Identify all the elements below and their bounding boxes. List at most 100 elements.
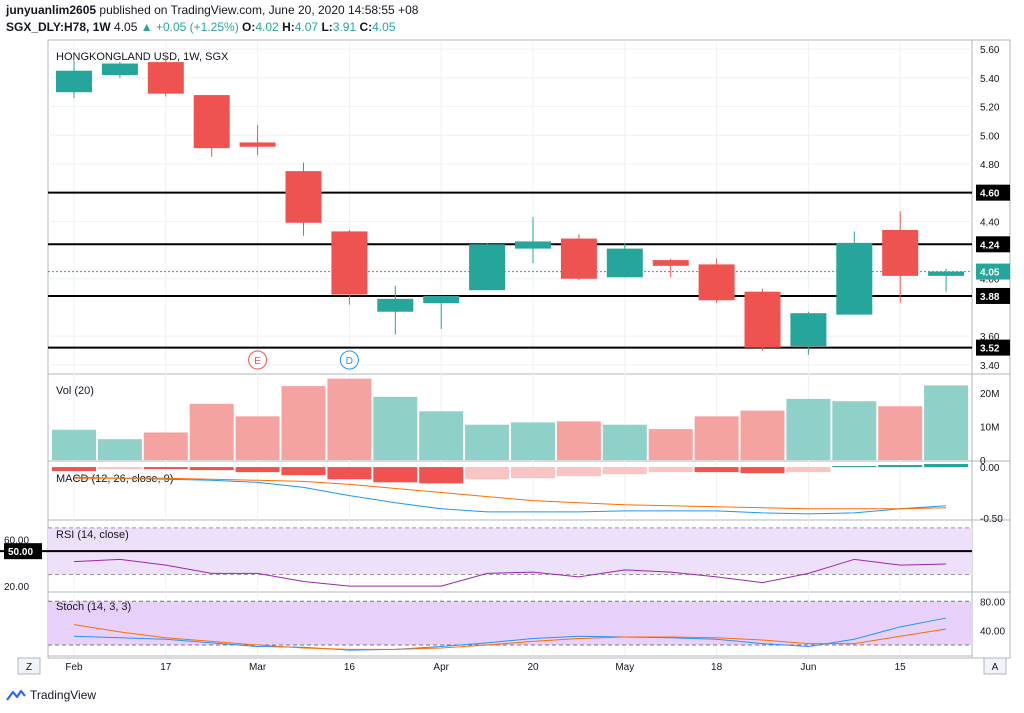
- macd-histogram-bar: [465, 467, 510, 480]
- candle[interactable]: [285, 171, 322, 223]
- macd-histogram-bar: [143, 467, 188, 470]
- stoch-d-line: [73, 624, 947, 650]
- candle[interactable]: [469, 244, 506, 291]
- time-tick-label: 15: [895, 662, 907, 673]
- candle[interactable]: [560, 238, 597, 279]
- candle[interactable]: [744, 291, 781, 348]
- volume-bar: [694, 416, 739, 460]
- level-label-box: [976, 287, 1010, 304]
- level-label-box: [976, 236, 1010, 253]
- rsi-marker-box: [4, 543, 42, 560]
- candle[interactable]: [331, 231, 368, 295]
- level-label-box: [976, 339, 1010, 356]
- volume-bar: [740, 410, 785, 460]
- candle[interactable]: [698, 264, 735, 301]
- event-marker[interactable]: [248, 350, 268, 370]
- macd-line: [73, 476, 947, 515]
- rsi-marker-label: 50.00: [8, 547, 33, 558]
- price-tick-label: 5.00: [980, 131, 1000, 142]
- author-name[interactable]: junyuanlim2605: [6, 3, 97, 17]
- rsi-line: [73, 558, 947, 587]
- open-value: 4.02: [255, 20, 279, 34]
- volume-bar: [235, 416, 280, 460]
- candle[interactable]: [882, 229, 919, 276]
- level-label: 4.24: [980, 240, 1000, 251]
- high-value: 4.07: [294, 20, 319, 34]
- event-marker-label: E: [254, 356, 261, 367]
- rsi-tick-label: 60.00: [4, 536, 29, 547]
- time-tick-label: 18: [711, 662, 723, 673]
- auto-scale-button[interactable]: [983, 657, 1007, 675]
- macd-tick-label: 0.00: [980, 463, 1000, 474]
- macd-tick-label: -0.50: [980, 514, 1003, 525]
- tradingview-brand[interactable]: TradingView: [6, 688, 96, 702]
- candle[interactable]: [101, 63, 138, 75]
- price-change: ▲ +0.05 (+1.25%): [140, 20, 239, 34]
- volume-tick-label: 10M: [980, 422, 999, 433]
- candle[interactable]: [652, 260, 689, 266]
- tradingview-logo-icon: [6, 689, 26, 701]
- candle[interactable]: [193, 95, 230, 149]
- level-label: 4.60: [980, 189, 1000, 200]
- candle[interactable]: [56, 70, 92, 93]
- macd-label: MACD (12, 26, close, 9): [56, 473, 173, 485]
- event-marker-label: D: [346, 356, 353, 367]
- rsi-tick-label: 20.00: [4, 582, 29, 593]
- price-tick-label: 3.40: [980, 361, 1000, 372]
- macd-histogram-bar: [52, 467, 96, 472]
- stoch-label: Stoch (14, 3, 3): [56, 601, 131, 613]
- price-tick-label: 5.40: [980, 74, 1000, 85]
- candle[interactable]: [606, 248, 643, 278]
- candle[interactable]: [147, 62, 184, 94]
- candle[interactable]: [928, 271, 965, 276]
- macd-histogram-bar: [97, 467, 142, 470]
- close-value: 4.05: [372, 20, 396, 34]
- auto-scale-button-label: A: [992, 662, 999, 673]
- macd-histogram-bar: [327, 467, 372, 480]
- volume-bar: [878, 406, 923, 460]
- price-tick-label: 4.00: [980, 275, 1000, 286]
- time-tick-label: Jun: [800, 662, 816, 673]
- level-label-box: [976, 184, 1010, 201]
- macd-histogram-bar: [694, 467, 739, 473]
- macd-histogram-bar: [786, 467, 831, 473]
- volume-tick-label: 20M: [980, 389, 999, 400]
- time-tick-label: 16: [344, 662, 356, 673]
- volume-bar: [373, 396, 418, 460]
- time-tick-label: May: [615, 662, 634, 673]
- macd-histogram-bar: [832, 466, 877, 468]
- volume-bar: [648, 429, 693, 460]
- event-marker[interactable]: [339, 350, 359, 370]
- candle[interactable]: [836, 242, 873, 315]
- macd-histogram-bar: [511, 467, 555, 479]
- time-tick-label: Mar: [249, 662, 267, 673]
- level-label: 3.52: [980, 344, 1000, 355]
- publish-info: junyuanlim2605 published on TradingView.…: [6, 3, 418, 17]
- price-tick-label: 5.20: [980, 103, 1000, 114]
- zoom-button[interactable]: [17, 657, 41, 675]
- zoom-button-label: Z: [26, 662, 32, 673]
- time-tick-label: 17: [160, 662, 172, 673]
- last-price: 4.05: [114, 20, 138, 34]
- volume-tick-label: 0: [980, 456, 986, 467]
- candle[interactable]: [790, 313, 827, 347]
- stoch-band: [48, 601, 972, 646]
- brand-name: TradingView: [30, 688, 97, 702]
- symbol-info: SGX_DLY:H78, 1W 4.05 ▲ +0.05 (+1.25%) O:…: [6, 20, 396, 34]
- candle[interactable]: [377, 298, 414, 312]
- rsi-label: RSI (14, close): [56, 529, 129, 541]
- price-tick-label: 4.80: [980, 160, 1000, 171]
- candle[interactable]: [423, 295, 460, 304]
- candle[interactable]: [239, 142, 276, 147]
- macd-histogram-bar: [373, 467, 418, 483]
- macd-histogram-bar: [924, 464, 969, 468]
- macd-signal-line: [74, 477, 947, 510]
- volume-bar: [52, 429, 96, 460]
- candle[interactable]: [515, 241, 551, 249]
- volume-bar: [281, 386, 326, 460]
- stoch-tick-label: 80.00: [980, 597, 1005, 608]
- macd-histogram-bar: [189, 467, 234, 471]
- published-text: published on TradingView.com, June 20, 2…: [99, 3, 419, 17]
- symbol-label: SGX_DLY:H78, 1W: [6, 20, 111, 34]
